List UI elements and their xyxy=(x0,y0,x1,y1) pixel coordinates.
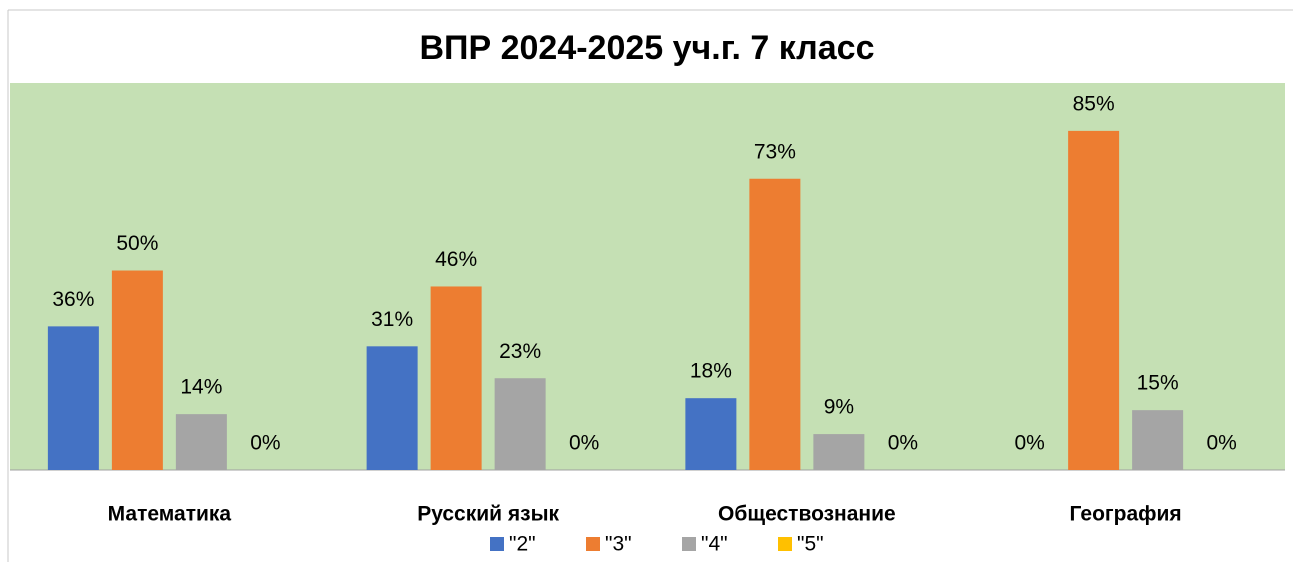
data-label: 9% xyxy=(824,396,854,419)
data-label: 0% xyxy=(1206,432,1236,455)
bar xyxy=(111,270,163,470)
legend-swatch xyxy=(490,537,504,551)
legend-label: "5" xyxy=(797,533,824,556)
x-tick-label: География xyxy=(1070,503,1182,526)
bar xyxy=(366,346,418,470)
bar xyxy=(1068,130,1120,470)
x-tick-label: Русский язык xyxy=(417,503,559,526)
data-label: 85% xyxy=(1073,92,1115,115)
legend-label: "4" xyxy=(701,533,728,556)
data-label: 0% xyxy=(250,432,280,455)
data-label: 46% xyxy=(435,248,477,271)
bar xyxy=(175,414,227,470)
data-label: 23% xyxy=(499,340,541,363)
data-label: 0% xyxy=(569,432,599,455)
bar xyxy=(813,434,865,470)
data-label: 15% xyxy=(1137,372,1179,395)
bar xyxy=(685,398,737,470)
data-label: 14% xyxy=(180,376,222,399)
legend-swatch xyxy=(778,537,792,551)
chart-title: ВПР 2024-2025 уч.г. 7 класс xyxy=(419,29,874,67)
data-label: 50% xyxy=(116,232,158,255)
data-label: 0% xyxy=(1014,432,1044,455)
bar xyxy=(1132,410,1184,470)
data-label: 0% xyxy=(888,432,918,455)
bar xyxy=(430,286,482,470)
legend-label: "2" xyxy=(509,533,536,556)
legend-swatch xyxy=(586,537,600,551)
x-tick-label: Обществознание xyxy=(718,503,896,526)
bar xyxy=(749,178,801,471)
data-label: 31% xyxy=(371,308,413,331)
legend-swatch xyxy=(682,537,696,551)
bar xyxy=(47,326,99,470)
x-tick-label: Математика xyxy=(108,503,232,526)
data-label: 18% xyxy=(690,360,732,383)
data-label: 36% xyxy=(52,288,94,311)
legend-label: "3" xyxy=(605,533,632,556)
data-label: 73% xyxy=(754,140,796,163)
bar xyxy=(494,378,546,470)
